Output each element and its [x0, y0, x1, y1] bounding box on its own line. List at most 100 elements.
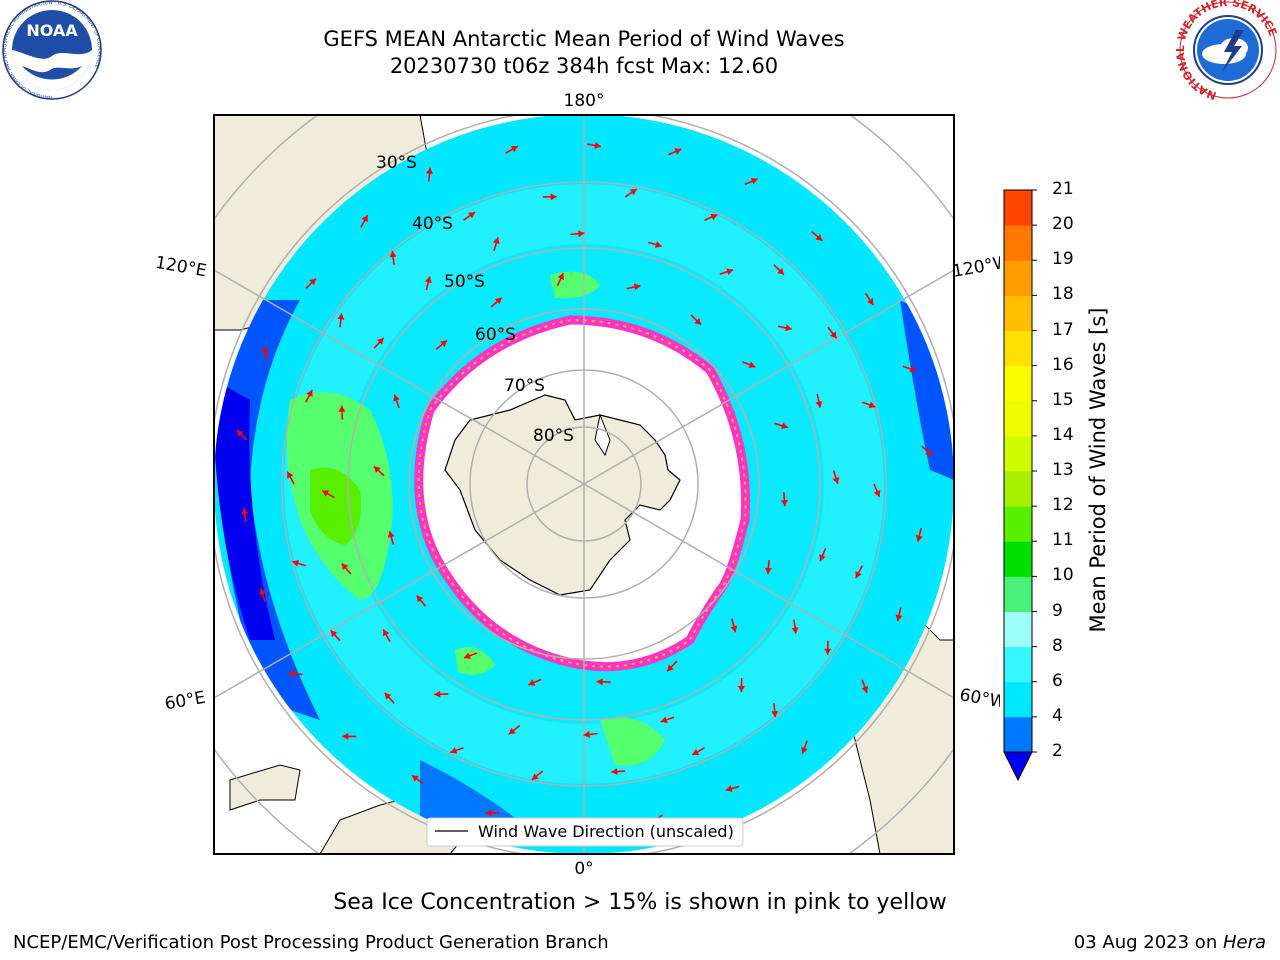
colorbar-segment	[1004, 576, 1032, 612]
colorbar-tick-label: 19	[1052, 249, 1074, 270]
wave-direction-arrowhead	[578, 230, 585, 238]
wave-direction-arrowhead	[868, 401, 876, 409]
colorbar-segment	[1004, 225, 1032, 261]
wave-direction-arrowhead	[241, 508, 249, 515]
colorbar-tick-label: 12	[1052, 495, 1074, 516]
colorbar-title: Mean Period of Wind Waves [s]	[1086, 307, 1110, 633]
wave-direction-arrowhead	[341, 563, 349, 571]
wave-direction-arrowhead	[387, 531, 395, 538]
colorbar-tick-label: 4	[1052, 705, 1063, 726]
colorbar-segment	[1004, 400, 1032, 437]
colorbar	[1003, 189, 1037, 782]
wave-direction-arrowhead	[815, 401, 823, 408]
wave-direction-arrowhead	[259, 588, 266, 596]
wave-direction-arrowhead	[330, 630, 338, 638]
wind-wave-direction-arrows	[236, 142, 933, 837]
wave-direction-arrowhead	[373, 466, 381, 473]
sea-ice-note: Sea Ice Concentration > 15% is shown in …	[333, 890, 947, 915]
wave-direction-arrowhead	[306, 389, 313, 397]
wave-direction-arrowhead	[725, 785, 733, 793]
colorbar-tick-label: 18	[1052, 284, 1074, 305]
colorbar-tick-label: 9	[1052, 600, 1063, 621]
lon-label-60e: 60°E	[163, 688, 207, 715]
colorbar-tick-label: 15	[1052, 389, 1074, 410]
colorbar-segment	[1004, 681, 1032, 718]
wave-direction-arrowhead	[771, 710, 779, 718]
wave-direction-arrowhead	[361, 215, 368, 223]
colorbar-tick-label: 21	[1052, 179, 1074, 199]
colorbar-segment	[1004, 646, 1032, 683]
wave-direction-arrowhead	[440, 340, 448, 347]
wave-direction-arrowhead	[494, 297, 502, 305]
wave-direction-arrowhead	[654, 241, 662, 248]
wave-direction-arrowhead	[389, 250, 397, 258]
footer-date: 03 Aug 2023 on Hera	[1073, 932, 1266, 953]
wave-direction-arrowhead	[383, 629, 390, 637]
wave-direction-arrowhead	[557, 273, 564, 281]
colorbar-segment	[1004, 330, 1032, 367]
wave-direction-arrowhead	[393, 394, 400, 402]
graticule	[214, 115, 954, 854]
lon-label-120e: 120°E	[154, 253, 208, 282]
wave-direction-arrowhead	[485, 809, 492, 817]
wave-direction-arrowhead	[667, 664, 674, 672]
wave-direction-arrowhead	[236, 430, 244, 437]
lat-label: 80°S	[533, 426, 574, 446]
colorbar-segment	[1004, 611, 1032, 648]
wave-direction-arrowhead	[748, 361, 756, 369]
legend-label: Wind Wave Direction (unscaled)	[478, 822, 734, 841]
wave-direction-arrowhead	[824, 648, 832, 655]
wave-direction-arrowhead	[583, 730, 590, 738]
wave-direction-arrowhead	[692, 748, 700, 755]
colorbar-segment	[1004, 295, 1032, 331]
wave-direction-arrowhead	[468, 212, 475, 219]
wave-direction-arrowhead	[376, 337, 384, 345]
colorbar-tick-label: 14	[1052, 424, 1074, 445]
wave-direction-arrowhead	[531, 773, 539, 780]
colorbar-tick-label: 2	[1052, 741, 1063, 761]
wave-direction-arrowhead	[426, 167, 434, 174]
colorbar-tick-label: 10	[1052, 565, 1074, 586]
wave-direction-arrowhead	[384, 692, 392, 700]
wave-direction-arrowhead	[819, 554, 826, 562]
wave-direction-arrowhead	[411, 775, 419, 782]
wave-direction-arrowhead	[909, 365, 917, 373]
colorbar-segment	[1004, 541, 1032, 577]
wave-direction-arrowhead	[674, 148, 682, 155]
footer-credit: NCEP/EMC/Verification Post Processing Pr…	[13, 932, 609, 953]
wave-direction-arrowhead	[342, 732, 349, 740]
colorbar-segment	[1004, 716, 1032, 753]
wave-direction-arrowhead	[925, 449, 932, 456]
colorbar-tick-label: 16	[1052, 354, 1074, 375]
map-legend: Wind Wave Direction (unscaled)	[426, 817, 744, 847]
wave-direction-arrowhead	[830, 331, 837, 339]
colorbar-segment	[1004, 471, 1032, 507]
wave-direction-arrowhead	[292, 559, 300, 567]
lat-label: 70°S	[504, 376, 545, 396]
map-frame	[213, 114, 955, 855]
wave-direction-arrowhead	[895, 614, 903, 622]
map-title: GEFS MEAN Antarctic Mean Period of Wind …	[323, 27, 845, 51]
wave-direction-arrowhead	[660, 716, 668, 724]
wave-direction-arrowhead	[855, 571, 862, 579]
colorbar-segment	[1004, 365, 1032, 402]
colorbar-segment	[1004, 435, 1032, 472]
wave-direction-arrowhead	[764, 567, 772, 574]
colorbar-segment	[1004, 260, 1032, 296]
wave-direction-arrowhead	[710, 213, 718, 221]
wave-direction-arrowhead	[611, 768, 618, 776]
polar-map: Wind Wave Direction (unscaled) 180° 0° 1…	[154, 91, 1000, 879]
wave-direction-arrowhead	[550, 193, 557, 201]
wave-direction-arrowhead	[780, 499, 788, 507]
wave-direction-arrowhead	[596, 678, 603, 686]
lat-label: 30°S	[376, 153, 417, 173]
wave-direction-arrowhead	[785, 324, 792, 332]
wave-direction-arrowhead	[309, 278, 317, 286]
wave-direction-arrowhead	[424, 276, 432, 284]
wave-direction-arrowhead	[781, 422, 788, 430]
wave-direction-arrowhead	[791, 627, 799, 634]
wave-direction-arrowhead	[528, 679, 536, 686]
wave-direction-arrowhead	[322, 490, 330, 497]
wave-direction-arrowhead	[737, 685, 745, 692]
wave-direction-arrowhead	[801, 746, 808, 754]
